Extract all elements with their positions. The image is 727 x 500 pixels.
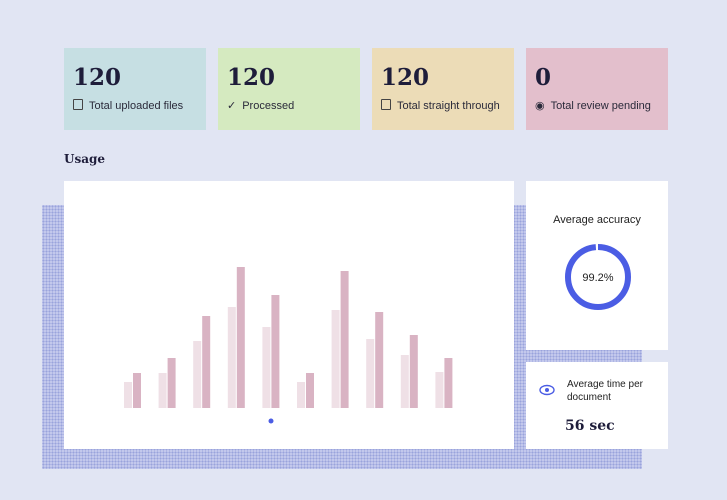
stat-value: 120: [381, 64, 430, 91]
bar: [227, 307, 236, 408]
bar: [236, 267, 245, 408]
stat-value: 120: [227, 64, 276, 91]
bar: [297, 382, 305, 408]
section-title: Usage: [64, 152, 106, 166]
time-panel: Average time per document 56 sec: [526, 362, 668, 449]
bar: [375, 312, 384, 408]
stat-label-text: Total review pending: [550, 100, 651, 112]
stat-label: ✓ Processed: [227, 100, 295, 112]
bar: [167, 358, 176, 408]
bar: [400, 355, 409, 408]
stat-card: 0 ◉ Total review pending: [526, 48, 668, 130]
eye-icon: [539, 384, 555, 396]
stat-value: 120: [73, 64, 122, 91]
bar: [444, 358, 453, 408]
stat-card: 120 Total uploaded files: [64, 48, 206, 130]
bar: [331, 310, 340, 408]
bar: [435, 372, 444, 408]
stat-label: ◉ Total review pending: [535, 100, 651, 112]
stat-label-text: Processed: [242, 100, 295, 112]
accuracy-panel: Average accuracy: [526, 181, 668, 350]
bar: [158, 373, 167, 408]
accuracy-value: 99.2%: [582, 272, 613, 284]
bar: [306, 373, 314, 408]
bar: [124, 382, 132, 408]
bar: [366, 339, 375, 408]
bar: [202, 316, 211, 408]
bar: [133, 373, 141, 408]
pager-dot: [268, 418, 274, 424]
stat-label-text: Total uploaded files: [89, 100, 184, 112]
stat-value: 0: [535, 64, 552, 91]
bar: [193, 341, 202, 408]
time-title: Average time per document: [567, 379, 643, 403]
accuracy-ring: [565, 244, 631, 310]
stat-label: Total uploaded files: [73, 99, 183, 112]
stat-card: 120 ✓ Processed: [218, 48, 360, 130]
bar: [271, 295, 280, 408]
bar: [409, 335, 418, 408]
stat-label-text: Total straight through: [397, 100, 500, 112]
bar: [340, 271, 349, 408]
accuracy-title: Average accuracy: [553, 214, 641, 226]
stat-card: 120 Total straight through: [372, 48, 514, 130]
stat-label: Total straight through: [381, 99, 500, 112]
time-value: 56 sec: [565, 418, 615, 434]
bar: [262, 327, 271, 408]
